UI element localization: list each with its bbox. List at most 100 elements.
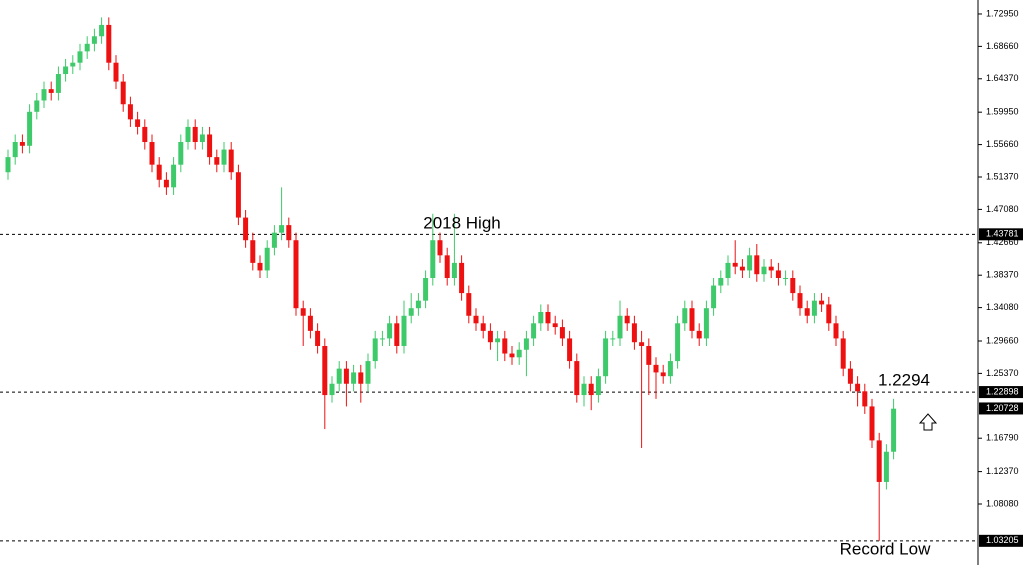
- candle-body: [516, 349, 522, 358]
- candle-body: [459, 262, 465, 294]
- y-tick-label: 1.59950: [986, 107, 1019, 117]
- candle-body: [343, 368, 349, 384]
- candle-body: [156, 164, 162, 180]
- candle-body: [286, 225, 292, 241]
- candle-body: [322, 345, 328, 396]
- candle-body: [264, 247, 270, 271]
- candle-body: [228, 149, 234, 173]
- candle-body: [106, 24, 112, 63]
- candle-body: [495, 338, 501, 343]
- candle-body: [149, 142, 155, 165]
- candle-body: [840, 338, 846, 369]
- candle-body: [804, 308, 810, 316]
- candle-body: [603, 338, 609, 377]
- candle-body: [891, 408, 897, 452]
- candle-body: [624, 315, 630, 324]
- candle-body: [77, 51, 83, 63]
- candle-body: [523, 338, 529, 350]
- candle-body: [250, 240, 256, 263]
- candle-body: [185, 126, 191, 143]
- candle-body: [617, 315, 623, 339]
- candle-body: [653, 364, 659, 373]
- candle-body: [423, 277, 429, 301]
- candle-body: [732, 262, 738, 267]
- candle-body: [415, 300, 421, 309]
- candle-body: [876, 440, 882, 482]
- y-tick-label: 1.55660: [986, 139, 1019, 149]
- candle-body: [207, 134, 213, 158]
- candle-body: [243, 217, 249, 241]
- candle-body: [372, 338, 378, 362]
- y-tick-label: 1.25370: [986, 368, 1019, 378]
- candle-body: [531, 323, 537, 339]
- candle-body: [538, 311, 544, 324]
- annotation: 1.2294: [878, 370, 930, 389]
- candle-body: [855, 383, 861, 392]
- current-price-box: [979, 402, 1023, 415]
- candle-body: [55, 74, 61, 93]
- candle-body: [444, 255, 450, 278]
- candle-body: [509, 353, 515, 358]
- candle-body: [552, 323, 558, 328]
- current-price-label: 1.20728: [986, 403, 1019, 413]
- y-tick-label: 1.08080: [986, 498, 1019, 508]
- candle-body: [696, 330, 702, 339]
- candle-body: [660, 372, 666, 377]
- candle-body: [595, 376, 601, 396]
- y-tick-label: 1.42660: [986, 237, 1019, 247]
- y-tick-label: 1.34080: [986, 302, 1019, 312]
- candle-body: [451, 262, 457, 278]
- candle-body: [545, 311, 551, 324]
- candle-body: [163, 179, 169, 188]
- candle-body: [221, 149, 227, 165]
- candle-body: [847, 368, 853, 384]
- candle-body: [430, 240, 436, 278]
- candle-body: [862, 391, 868, 407]
- candle-body: [718, 277, 724, 286]
- candle-body: [437, 240, 443, 256]
- candle-body: [797, 293, 803, 309]
- candle-body: [473, 315, 479, 324]
- candle-body: [826, 304, 832, 324]
- candle-body: [610, 338, 616, 340]
- candle-body: [365, 361, 371, 384]
- candle-body: [271, 232, 277, 248]
- level-label: 1.43781: [986, 229, 1019, 239]
- candle-body: [171, 164, 177, 188]
- candle-body: [883, 451, 889, 482]
- candle-body: [142, 126, 148, 143]
- candle-body: [120, 81, 126, 105]
- candle-body: [747, 255, 753, 271]
- candle-body: [631, 323, 637, 343]
- candle-body: [567, 338, 573, 362]
- candle-body: [768, 266, 774, 271]
- candle-body: [279, 225, 285, 233]
- candle-body: [675, 323, 681, 362]
- candle-body: [466, 293, 472, 316]
- candle-body: [300, 308, 306, 316]
- y-tick-label: 1.12370: [986, 466, 1019, 476]
- level-box: [979, 386, 1023, 399]
- candle-body: [387, 323, 393, 339]
- candle-body: [502, 338, 508, 354]
- up-arrow-icon: [918, 413, 938, 431]
- annotation: 2018 High: [423, 213, 501, 232]
- candle-body: [113, 62, 119, 82]
- candle-body: [70, 62, 76, 67]
- candle-body: [307, 315, 313, 331]
- y-tick-label: 1.64370: [986, 73, 1019, 83]
- y-tick-label: 1.29660: [986, 335, 1019, 345]
- candle-body: [235, 172, 241, 218]
- y-tick-label: 1.47080: [986, 204, 1019, 214]
- candle-body: [588, 383, 594, 396]
- candle-body: [739, 266, 745, 271]
- candle-body: [329, 383, 335, 396]
- level-label: 1.22898: [986, 386, 1019, 396]
- candle-body: [761, 266, 767, 275]
- candle-body: [480, 323, 486, 331]
- candle-body: [135, 119, 141, 127]
- candle-body: [639, 342, 645, 346]
- candle-body: [408, 308, 414, 316]
- level-box: [979, 534, 1023, 547]
- candle-body: [41, 89, 47, 101]
